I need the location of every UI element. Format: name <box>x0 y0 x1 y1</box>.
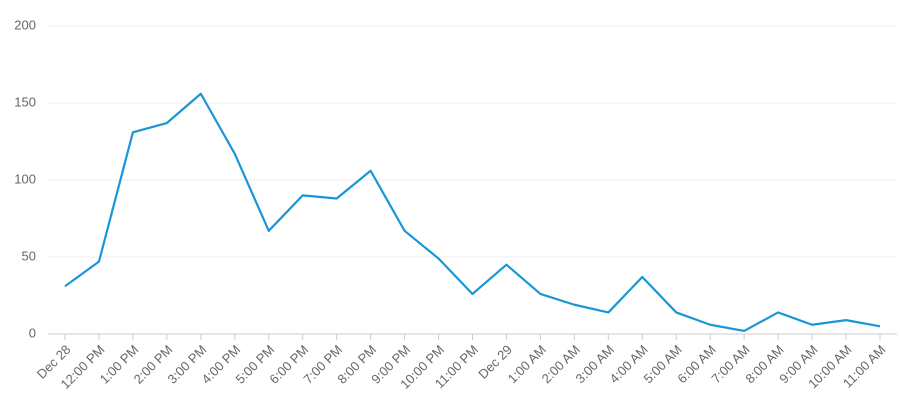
y-tick-label: 0 <box>29 325 36 340</box>
y-tick-label: 100 <box>14 171 36 186</box>
y-tick-label: 150 <box>14 94 36 109</box>
y-tick-label: 50 <box>22 248 36 263</box>
line-series <box>64 92 881 333</box>
y-tick-label: 200 <box>14 17 36 32</box>
